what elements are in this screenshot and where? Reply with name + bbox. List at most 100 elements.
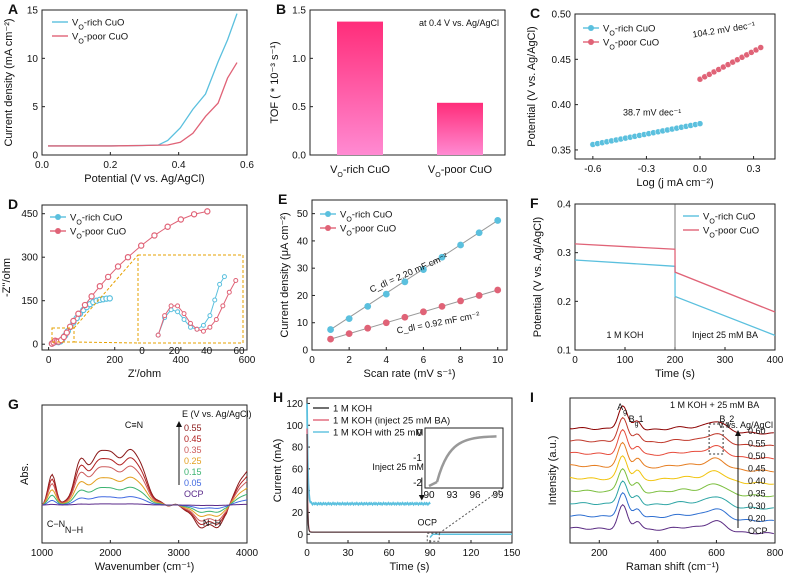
raman-spectrum-050 [569,428,774,460]
x-tick-label: 400 [767,355,784,366]
legend-poor-label-part: O [78,38,84,45]
panel-letter-h: H [273,389,283,405]
panel-letter-i: I [530,389,534,405]
inset-point-rich [200,322,206,328]
y-tick-label: 0 [32,340,38,351]
inset-point-poor [220,303,226,309]
bar-poor [437,102,483,155]
legend-rich-marker [55,214,61,220]
line-koh-with-ba [306,403,431,507]
x-tick-label: 200 [667,355,684,366]
panel-a: A 0.0 0.2 0.4 0.6 0 5 10 15 Potential (V vs. Ag/A… [3,1,254,185]
legend-entry: 0.45 [184,434,202,444]
legend-rich-label: VO-rich CuO [72,18,124,32]
annotation-cn-triple: C≡N [125,420,143,430]
spectrum-035 [41,465,248,522]
x-tick-label: 0 [572,355,578,366]
point-poor [60,333,68,341]
x-tick-label: 0.6 [240,160,254,171]
y-tick-label: 150 [21,296,38,307]
bar-category-label-part: V [330,164,338,176]
inset-x-tick-label: 20 [169,346,181,357]
highlight-box [708,423,724,455]
legend-entry: 0.45 [748,464,766,474]
x-tick-label: 0 [46,355,52,366]
point-poor [63,329,70,336]
x-tick-label: 600 [708,548,725,559]
legend-poor-marker [325,225,331,231]
legend-poor-marker [55,228,61,234]
y-tick-label: 40 [297,236,309,247]
legend-with-ba-label: 1 M KOH with 25 mM BA [333,428,439,439]
annotation-ag: Ag [617,402,627,416]
legend-rich-label-part: V [70,213,77,224]
legend-entry: 0.05 [184,478,202,488]
y-tick-label: 20 [292,508,304,519]
panel-title: 1 M KOH + 25 mM BA [670,400,759,410]
legend-poor-label: VO-poor CuO [72,32,128,46]
x-axis-label: Scan rate (mV s⁻¹) [364,368,456,380]
slope-label-poor: 104.2 mV dec⁻¹ [692,20,756,40]
x-tick-label: -0.6 [584,164,602,175]
legend-poor-label-part: -poor CuO [615,38,659,49]
panel-i: I 200 400 600 800 Raman shift (cm⁻¹) Intensity… [530,389,784,573]
point-rich [696,120,704,127]
inset-point-rich [212,297,218,303]
point-poor [382,319,390,327]
annotation-koh: 1 M KOH [606,330,643,340]
y-tick-label: 300 [21,253,38,264]
cdl-label-poor: C_dl = 0.92 mF cm⁻² [396,310,480,336]
point-poor [70,317,77,325]
raman-spectrum-030 [569,480,774,510]
plot-frame [41,204,248,351]
point-poor [457,297,464,305]
inset-point-poor [194,326,200,332]
annotation-bg2-part: g [725,421,729,428]
bar-category-label-part: O [337,172,343,179]
arrow-head [735,430,741,436]
zoom-connector [438,487,504,534]
inset-y-tick-label: 0 [416,428,422,439]
x-tick-label: 120 [463,548,480,559]
point-poor [438,302,446,310]
spectrum-025 [41,476,248,517]
y-tick-label: 0 [32,151,38,162]
y-tick-label: 0.40 [552,100,572,111]
y-tick-label: 450 [21,209,38,220]
inset-x-tick-label: 60 [233,346,245,357]
legend-rich-label: VO-rich CuO [603,24,655,38]
legend-entry: 0.35 [748,489,766,499]
x-tick-label: 0 [304,548,310,559]
point-poor [204,208,211,215]
spectrum-045 [41,457,248,525]
line-series-poor [48,62,238,147]
y-tick-label: 1.0 [292,54,306,65]
y-axis-label: Intensity (a.u.) [547,436,559,506]
legend-poor-label-part: -poor CuO [352,224,396,235]
annotation-inject: Inject 25 mM BA [692,330,758,340]
y-tick-label: 0.3 [557,248,571,259]
inset-point-poor [200,328,206,334]
point-poor [364,324,372,332]
x-tick-label: 400 [650,548,667,559]
legend-entry: OCP [184,489,204,499]
legend-rich-label-part: -rich CuO [82,213,123,224]
spectrum-005 [41,496,248,509]
raman-spectrum-055 [569,416,774,447]
legend-poor-label: VO-poor CuO [703,226,759,240]
panel-letter-e: E [278,191,287,207]
y-tick-label: 0.5 [292,102,306,113]
bar-category-label: VO-rich CuO [330,164,390,179]
legend-rich-label-part: O [609,30,615,37]
y-tick-label: 0.35 [552,145,572,156]
point-rich [106,295,113,302]
inset-point-poor [181,311,187,317]
x-axis-label: Potential (V vs. Ag/AgCl) [84,173,204,185]
inset-point-poor [226,289,232,295]
bar-category-label: VO-poor CuO [428,164,493,179]
y-tick-label: 10 [297,318,309,329]
annotation-bg2-part: B [719,414,725,424]
y-tick-label: 0 [297,530,303,541]
x-axis-label: Z'/ohm [128,368,161,380]
legend-poor-label-part: V [340,224,347,235]
